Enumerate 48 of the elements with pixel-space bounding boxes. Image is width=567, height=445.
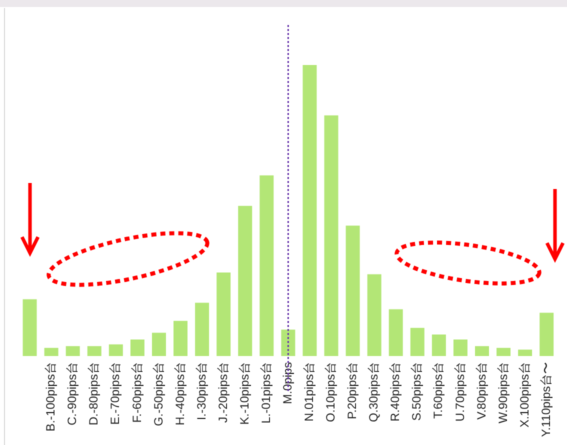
bar: [44, 348, 58, 356]
bar: [474, 346, 489, 356]
bar: [108, 344, 123, 356]
x-tick-label: R.40pips台: [388, 362, 402, 422]
x-tick-label: J.-20pips台: [216, 362, 230, 423]
bar: [453, 339, 468, 356]
bar: [238, 206, 252, 356]
x-tick-label: I.-30pips台: [194, 362, 208, 420]
x-tick-label: C.-90pips台: [65, 362, 80, 426]
bar: [302, 65, 317, 356]
bar: [281, 330, 296, 356]
x-tick-label: V.80pips台: [474, 362, 488, 420]
bar: [540, 312, 554, 356]
x-tick-label: T.60pips台: [431, 362, 446, 419]
bar: [367, 274, 382, 356]
x-tick-label: E.-70pips台: [108, 362, 122, 425]
x-tick-label: H.-40pips台: [172, 362, 187, 426]
bar: [216, 272, 231, 356]
bar: [260, 175, 274, 356]
x-tick-label: B.-100pips台: [44, 362, 58, 432]
x-tick-label: O.10pips台: [324, 362, 338, 422]
bar: [432, 334, 446, 356]
x-tick-label: K.-10pips台: [237, 362, 252, 425]
x-tick-label: F.-60pips台: [130, 362, 144, 423]
bar: [152, 332, 166, 356]
x-tick-label: G.-50pips台: [151, 362, 166, 426]
bar: [22, 299, 37, 356]
x-tick-label: N.01pips台: [302, 362, 316, 422]
bar: [346, 226, 360, 356]
bar: [410, 328, 424, 356]
bar: [174, 320, 188, 356]
bar: [324, 115, 338, 356]
bar: [195, 302, 210, 356]
bar: [130, 339, 144, 356]
x-tick-label: D.-80pips台: [86, 362, 101, 426]
bar: [87, 346, 102, 356]
bar: [66, 346, 80, 356]
bar: [518, 350, 532, 356]
x-tick-label: W.90pips台: [496, 362, 510, 424]
x-tick-label: Y.110pips台〜: [538, 362, 553, 437]
x-tick-label: X.100pips台: [517, 362, 532, 428]
x-tick-label: S.50pips台: [410, 362, 424, 421]
x-tick-label: L.-01pips台: [258, 362, 273, 424]
bar: [388, 309, 403, 356]
x-tick-label: U.70pips台: [452, 362, 467, 422]
x-tick-label: Q.30pips台: [366, 362, 381, 422]
x-tick-label: P.20pips台: [345, 362, 360, 420]
bar: [496, 348, 511, 356]
